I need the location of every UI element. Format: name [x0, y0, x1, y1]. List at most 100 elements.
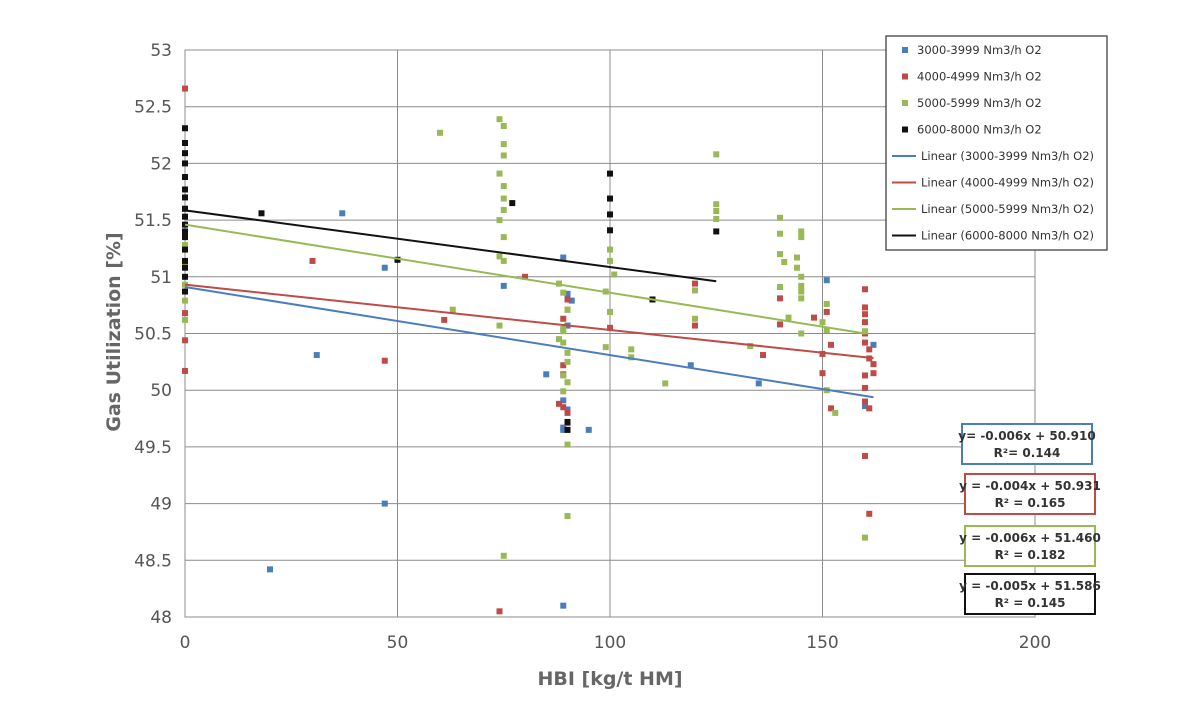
data-point [777, 295, 783, 302]
y-tick-label: 48.5 [134, 551, 172, 571]
data-point [182, 310, 188, 317]
data-point [866, 346, 873, 353]
y-tick-label: 52 [150, 154, 172, 174]
data-point [564, 513, 571, 520]
data-point [313, 352, 320, 359]
x-tick-label: 0 [180, 633, 191, 653]
data-point [560, 362, 567, 369]
legend-label: Linear (5000-5999 Nm3/h O2) [921, 202, 1094, 216]
x-tick-label: 50 [387, 633, 409, 653]
data-point [870, 370, 877, 377]
data-point [500, 282, 507, 289]
trendline [184, 223, 866, 335]
legend-box [885, 35, 1108, 251]
data-point [564, 379, 571, 386]
data-point [866, 510, 873, 517]
equation-text: y = -0.004x + 50.931 [959, 479, 1101, 493]
r-squared-text: R²= 0.144 [994, 446, 1061, 460]
data-point [713, 215, 720, 222]
data-point [500, 141, 507, 148]
data-point [585, 426, 592, 433]
y-tick-label: 50 [150, 381, 172, 401]
data-point [394, 256, 401, 263]
data-point [560, 289, 567, 296]
data-point [564, 296, 571, 303]
data-point [819, 350, 826, 357]
y-tick-label: 50.5 [134, 325, 172, 345]
data-point [607, 195, 613, 202]
data-point [823, 308, 830, 315]
data-point [692, 287, 698, 294]
equation-box [964, 573, 1096, 615]
data-point [381, 357, 388, 364]
data-point [602, 344, 609, 351]
data-point [713, 151, 720, 158]
data-point [182, 186, 188, 193]
data-point [437, 129, 443, 136]
data-point [687, 362, 694, 369]
data-point [760, 352, 766, 359]
data-point [607, 308, 613, 315]
data-point [798, 228, 805, 235]
data-point [713, 228, 720, 235]
data-point [556, 400, 562, 407]
data-point [862, 311, 868, 318]
data-point [500, 183, 507, 190]
data-point [496, 608, 503, 615]
data-point [182, 273, 188, 280]
data-point [564, 406, 571, 413]
equation-text: y= -0.006x + 50.910 [958, 429, 1095, 443]
data-point [496, 116, 503, 123]
data-point [777, 321, 783, 328]
y-tick-label: 51.5 [134, 211, 172, 231]
data-point [794, 264, 800, 271]
data-point [560, 339, 567, 346]
y-axis-title: Gas Utilization [%] [103, 232, 125, 431]
data-point [819, 370, 826, 377]
data-point [862, 534, 868, 541]
data-point [182, 257, 188, 264]
y-axis-ticks: 48 48.5 49 49.5 50 50.5 51 51.5 52 52.5 53 [134, 41, 172, 628]
data-point [564, 426, 571, 433]
data-point [628, 346, 635, 353]
legend-marker [902, 73, 908, 80]
data-point [862, 286, 868, 293]
data-point [182, 288, 188, 295]
data-point [309, 257, 316, 264]
data-point [500, 195, 507, 202]
data-point [560, 404, 567, 411]
data-point [862, 339, 868, 346]
r-squared-text: R² = 0.182 [995, 548, 1066, 562]
legend-label: 5000-5999 Nm3/h O2 [917, 96, 1042, 110]
trendline [184, 286, 874, 399]
data-point [862, 372, 868, 379]
data-point [823, 327, 830, 334]
data-point [828, 405, 834, 412]
data-point [564, 290, 571, 297]
data-point [564, 409, 571, 416]
data-point [862, 403, 868, 410]
data-point [798, 330, 805, 337]
data-point [267, 566, 273, 573]
y-tick-label: 49 [150, 495, 172, 515]
data-point [870, 341, 877, 348]
legend-label: Linear (3000-3999 Nm3/h O2) [921, 149, 1094, 163]
data-point [182, 213, 188, 220]
equation-box [964, 525, 1096, 567]
data-point [862, 452, 868, 459]
data-point [862, 304, 868, 311]
data-point [500, 257, 507, 264]
data-point [500, 234, 507, 241]
x-tick-label: 200 [1019, 633, 1051, 653]
data-point [182, 234, 188, 241]
data-point [182, 367, 188, 374]
data-point [713, 208, 720, 215]
data-point [381, 500, 388, 507]
y-tick-label: 53 [150, 41, 172, 61]
data-point [258, 210, 265, 217]
data-point [611, 271, 618, 278]
equation-text: y = -0.006x + 51.460 [959, 531, 1101, 545]
data-point [785, 314, 792, 321]
equation-text: y = -0.005x + 51.586 [959, 579, 1101, 593]
data-point [182, 139, 188, 146]
